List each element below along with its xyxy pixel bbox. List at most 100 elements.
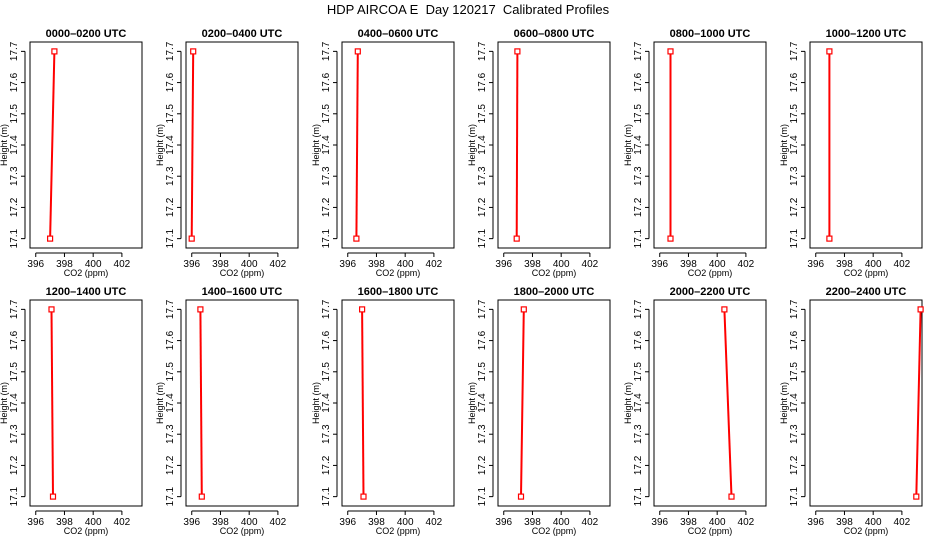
x-tick-label: 398 xyxy=(368,517,385,528)
profile-panel: 2200–2400 UTC 396 398 400 402 CO2 (ppm) 17.1 17… xyxy=(779,286,924,536)
x-tick-label: 398 xyxy=(212,517,229,528)
profile-panel: 1600–1800 UTC 396 398 400 402 CO2 (ppm) 17.1 17… xyxy=(311,286,455,536)
panel-title: 1600–1800 UTC xyxy=(358,286,439,298)
y-tick-label: 17.4 xyxy=(165,393,176,413)
data-point-marker xyxy=(517,493,525,500)
x-axis-label: CO2 (ppm) xyxy=(376,526,421,536)
y-tick-label: 17.5 xyxy=(9,362,20,382)
y-tick-label: 17.2 xyxy=(633,197,644,217)
y-axis-label: Height (m) xyxy=(311,124,321,166)
y-tick-label: 17.1 xyxy=(789,486,800,506)
y-tick-label: 17.2 xyxy=(321,197,332,217)
y-tick-label: 17.4 xyxy=(633,135,644,155)
data-point-marker xyxy=(49,493,57,500)
y-tick-label: 17.7 xyxy=(165,41,176,61)
x-axis-label: CO2 (ppm) xyxy=(532,268,577,278)
y-tick-label: 17.4 xyxy=(789,393,800,413)
data-point-marker xyxy=(190,48,197,55)
y-tick-label: 17.5 xyxy=(477,104,488,124)
x-tick-label: 398 xyxy=(680,259,697,270)
data-point-marker xyxy=(198,493,205,500)
y-tick-label: 17.5 xyxy=(633,362,644,382)
x-tick-label: 398 xyxy=(368,259,385,270)
y-tick-label: 17.1 xyxy=(477,228,488,248)
panel-title: 2000–2200 UTC xyxy=(670,286,751,298)
plot-frame xyxy=(653,299,767,507)
y-tick-label: 17.1 xyxy=(477,486,488,506)
plot-frame xyxy=(809,41,923,249)
profile-line xyxy=(355,51,359,239)
y-tick-label: 17.2 xyxy=(789,455,800,475)
plot-frame xyxy=(185,299,299,507)
profile-panel: 1000–1200 UTC 396 398 400 402 CO2 (ppm) 17.1 17… xyxy=(779,28,923,278)
y-axis-label: Height (m) xyxy=(467,382,477,424)
y-axis-label: Height (m) xyxy=(467,124,477,166)
plot-frame xyxy=(29,41,143,249)
y-tick-label: 17.3 xyxy=(789,166,800,186)
panel-title: 0200–0400 UTC xyxy=(202,28,283,40)
y-tick-label: 17.5 xyxy=(789,104,800,124)
panel-title: 0400–0600 UTC xyxy=(358,28,439,40)
profile-panel: 1400–1600 UTC 396 398 400 402 CO2 (ppm) 17.1 17… xyxy=(155,286,299,536)
profile-line xyxy=(723,309,733,497)
y-tick-label: 17.1 xyxy=(633,486,644,506)
x-tick-label: 402 xyxy=(426,517,443,528)
x-axis-label: CO2 (ppm) xyxy=(688,526,733,536)
panel-title: 1200–1400 UTC xyxy=(46,286,127,298)
y-tick-label: 17.5 xyxy=(321,104,332,124)
y-tick-label: 17.7 xyxy=(9,299,20,319)
y-tick-label: 17.6 xyxy=(789,72,800,92)
data-point-marker xyxy=(667,48,674,55)
x-tick-label: 402 xyxy=(270,517,287,528)
y-axis-label: Height (m) xyxy=(311,382,321,424)
y-tick-label: 17.7 xyxy=(321,41,332,61)
x-axis-label: CO2 (ppm) xyxy=(688,268,733,278)
x-axis-label: CO2 (ppm) xyxy=(64,268,109,278)
data-point-marker xyxy=(46,235,54,242)
profile-panel: 1200–1400 UTC 396 398 400 402 CO2 (ppm) 17.1 17… xyxy=(0,286,143,536)
y-tick-label: 17.4 xyxy=(477,393,488,413)
y-tick-label: 17.1 xyxy=(9,228,20,248)
y-axis-label: Height (m) xyxy=(155,124,165,166)
data-point-marker xyxy=(197,306,204,313)
data-point-marker xyxy=(360,493,367,500)
y-tick-label: 17.1 xyxy=(789,228,800,248)
y-tick-label: 17.6 xyxy=(9,330,20,350)
profile-line xyxy=(50,309,54,497)
data-point-marker xyxy=(917,306,924,313)
x-tick-label: 396 xyxy=(495,259,512,270)
profile-line xyxy=(515,51,519,239)
y-tick-label: 17.6 xyxy=(9,72,20,92)
y-axis-label: Height (m) xyxy=(155,382,165,424)
profile-panel: 0000–0200 UTC 396 398 400 402 CO2 (ppm) 17.1 17… xyxy=(0,28,143,278)
y-tick-label: 17.7 xyxy=(321,299,332,319)
y-tick-label: 17.5 xyxy=(321,362,332,382)
profile-line xyxy=(361,309,365,497)
y-tick-label: 17.1 xyxy=(165,486,176,506)
y-tick-label: 17.4 xyxy=(633,393,644,413)
panel-title: 1000–1200 UTC xyxy=(826,28,907,40)
page-title: HDP AIRCOA E Day 120217 Calibrated Profi… xyxy=(326,2,610,17)
x-axis-label: CO2 (ppm) xyxy=(64,526,109,536)
y-tick-label: 17.1 xyxy=(321,228,332,248)
panel-title: 0000–0200 UTC xyxy=(46,28,127,40)
x-tick-label: 400 xyxy=(85,517,102,528)
y-tick-label: 17.3 xyxy=(9,166,20,186)
x-tick-label: 402 xyxy=(114,259,131,270)
panel-title: 0600–0800 UTC xyxy=(514,28,595,40)
y-tick-label: 17.7 xyxy=(789,41,800,61)
y-tick-label: 17.2 xyxy=(165,455,176,475)
y-tick-label: 17.6 xyxy=(321,330,332,350)
y-tick-label: 17.6 xyxy=(477,330,488,350)
x-tick-label: 396 xyxy=(651,259,668,270)
x-tick-label: 402 xyxy=(894,259,911,270)
y-tick-label: 17.7 xyxy=(633,299,644,319)
y-tick-label: 17.4 xyxy=(9,393,20,413)
data-point-marker xyxy=(728,493,735,500)
y-tick-label: 17.4 xyxy=(165,135,176,155)
plot-frame xyxy=(341,299,455,507)
profile-line xyxy=(520,309,525,497)
plot-frame xyxy=(497,41,611,249)
y-tick-label: 17.5 xyxy=(165,362,176,382)
